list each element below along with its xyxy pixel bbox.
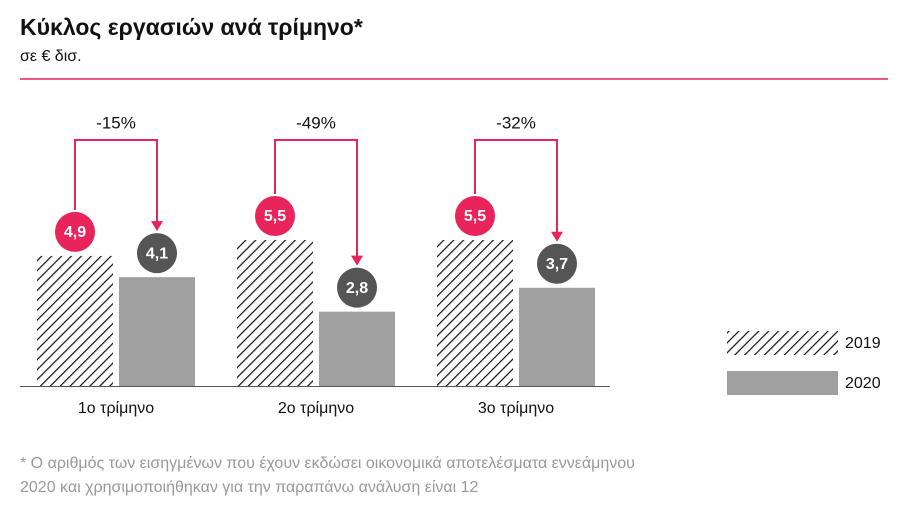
change-label: -32% [496, 113, 536, 132]
change-label: -49% [296, 113, 336, 132]
arrow-head [151, 221, 163, 232]
bar [237, 240, 313, 386]
legend-label: 2019 [845, 335, 881, 352]
x-tick-label: 3ο τρίμηνο [478, 400, 554, 417]
legend-label: 2020 [845, 375, 881, 392]
legend-swatch [727, 371, 838, 395]
change-arrow [274, 139, 358, 262]
bar [119, 277, 195, 386]
value-label: 3,7 [546, 256, 568, 273]
value-label: 2,8 [346, 280, 368, 297]
change-label: -15% [96, 113, 136, 132]
value-label: 5,5 [464, 208, 486, 225]
chart-subtitle: σε € δισ. [20, 48, 82, 65]
change-arrow [74, 139, 158, 228]
change-arrow [474, 139, 558, 238]
bar [319, 311, 395, 386]
value-badge [55, 211, 95, 252]
value-badge [255, 196, 295, 236]
x-tick-label: 2ο τρίμηνο [278, 400, 354, 417]
value-label: 4,9 [64, 224, 86, 241]
arrow-head [351, 255, 363, 266]
chart-title: Κύκλος εργασιών ανά τρίμηνο* [20, 14, 363, 40]
value-badge [537, 243, 577, 284]
value-badge [455, 196, 495, 236]
value-label: 4,1 [146, 245, 168, 262]
bar [37, 255, 113, 386]
footnote: * Ο αριθμός των εισηγμένων που έχουν εκδ… [20, 455, 635, 472]
value-badge [137, 233, 177, 274]
arrow-head [551, 231, 563, 242]
footnote: 2020 και χρησιμοποιήθηκαν για την παραπά… [20, 479, 479, 496]
bar [519, 287, 595, 386]
bar [437, 240, 513, 386]
legend-swatch [727, 331, 838, 355]
value-label: 5,5 [264, 208, 286, 225]
x-tick-label: 1ο τρίμηνο [78, 400, 154, 417]
value-badge [337, 267, 377, 308]
